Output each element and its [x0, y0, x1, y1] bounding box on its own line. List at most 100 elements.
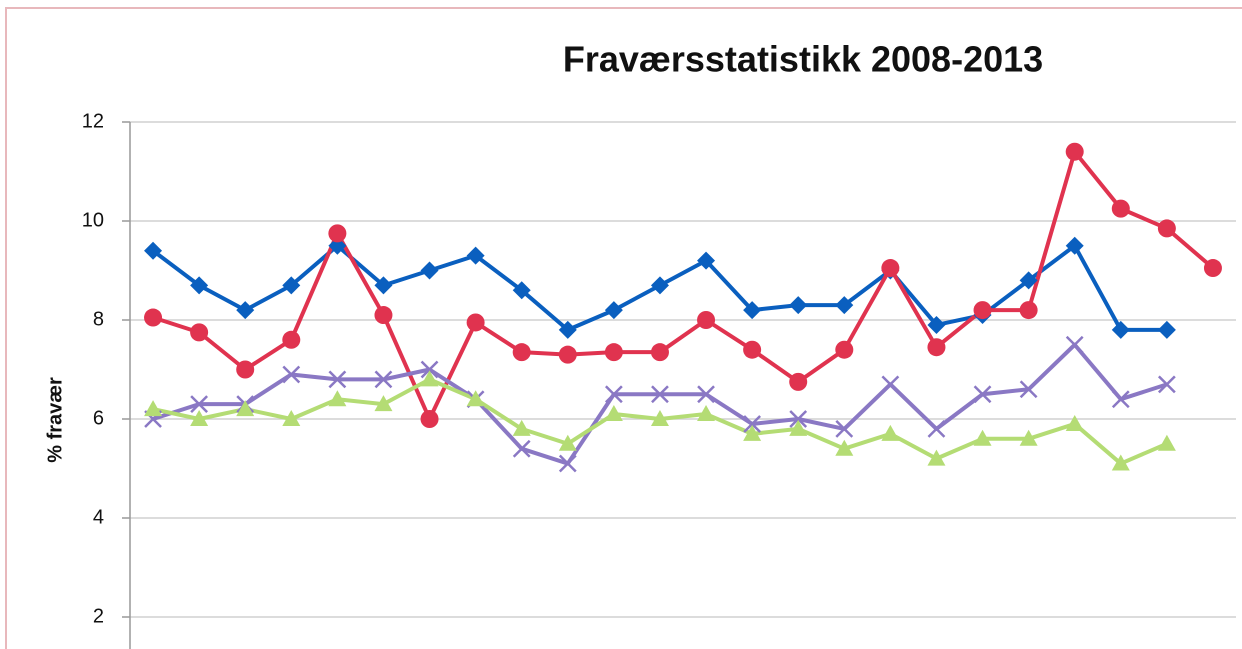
marker-circle	[374, 306, 393, 325]
marker-triangle	[190, 410, 209, 426]
marker-x	[927, 420, 946, 438]
marker-x	[743, 415, 762, 433]
y-tick-label: 4	[93, 506, 104, 528]
marker-triangle	[697, 405, 716, 422]
marker-circle	[697, 311, 716, 329]
marker-diamond	[1019, 271, 1038, 290]
marker-triangle	[144, 400, 163, 417]
marker-circle	[558, 345, 577, 364]
marker-circle	[1019, 301, 1038, 320]
marker-triangle	[789, 419, 808, 436]
marker-diamond	[466, 246, 485, 265]
marker-diamond	[1111, 320, 1130, 339]
marker-circle	[282, 330, 301, 349]
marker-diamond	[420, 261, 439, 280]
marker-x	[374, 370, 393, 389]
y-tick-label: 12	[82, 110, 104, 132]
y-tick-label: 10	[82, 209, 104, 231]
chart-title: Fraværsstatistikk 2008-2013	[563, 39, 1043, 80]
marker-triangle	[558, 434, 577, 451]
marker-diamond	[697, 251, 716, 270]
marker-diamond	[282, 276, 301, 295]
marker-diamond	[328, 236, 347, 255]
marker-triangle	[1157, 434, 1176, 451]
marker-circle	[743, 340, 762, 359]
marker-circle	[1065, 142, 1084, 161]
chart-border	[5, 7, 1242, 649]
marker-circle	[650, 343, 669, 362]
marker-circle	[789, 372, 808, 391]
marker-triangle	[328, 390, 347, 407]
marker-diamond	[1157, 320, 1176, 339]
marker-circle	[835, 340, 854, 359]
y-tick-label: 6	[93, 407, 104, 429]
series-line	[152, 342, 1168, 466]
marker-circle	[1111, 199, 1130, 218]
marker-circle	[881, 259, 900, 278]
marker-triangle	[927, 449, 946, 466]
marker-triangle	[743, 424, 762, 441]
marker-triangle	[650, 410, 669, 426]
marker-diamond	[927, 315, 946, 334]
marker-circle	[604, 343, 623, 362]
marker-x	[190, 395, 209, 414]
y-tick-label: 8	[93, 308, 104, 330]
marker-circle	[144, 308, 163, 327]
marker-triangle	[466, 390, 485, 407]
y-axis-label: % fravær	[44, 377, 66, 463]
marker-diamond	[789, 296, 808, 315]
marker-x	[835, 420, 854, 438]
marker-circle	[466, 313, 485, 332]
marker-triangle	[881, 424, 900, 441]
marker-triangle	[374, 395, 393, 412]
marker-circle	[973, 301, 992, 320]
marker-diamond	[743, 301, 762, 320]
marker-x	[651, 385, 669, 404]
marker-circle	[927, 338, 946, 357]
marker-x	[789, 410, 808, 428]
marker-x	[881, 375, 900, 394]
marker-circle	[1203, 259, 1222, 278]
marker-x	[1019, 380, 1038, 399]
marker-circle	[512, 343, 531, 362]
marker-diamond	[512, 281, 531, 300]
marker-triangle	[236, 400, 255, 417]
marker-triangle	[973, 429, 992, 446]
marker-triangle	[835, 439, 854, 456]
marker-diamond	[604, 301, 623, 320]
marker-diamond	[144, 241, 163, 260]
marker-x	[282, 365, 301, 384]
marker-diamond	[558, 320, 577, 339]
marker-diamond	[190, 276, 209, 295]
marker-triangle	[604, 405, 623, 422]
marker-x	[973, 385, 992, 404]
marker-x	[558, 454, 577, 473]
marker-triangle	[1111, 454, 1130, 471]
marker-triangle	[512, 419, 531, 436]
marker-diamond	[236, 301, 255, 320]
marker-x	[1111, 390, 1130, 409]
marker-x	[1157, 375, 1176, 394]
marker-x	[697, 385, 715, 404]
marker-circle	[420, 410, 439, 428]
marker-diamond	[374, 276, 393, 295]
marker-circle	[328, 224, 347, 243]
marker-triangle	[1065, 414, 1084, 431]
marker-x	[420, 360, 439, 379]
marker-x	[1065, 335, 1084, 354]
y-tick-label: 2	[93, 605, 104, 627]
marker-circle	[1157, 219, 1176, 238]
marker-x	[604, 385, 623, 404]
marker-diamond	[1065, 236, 1084, 255]
marker-triangle	[420, 370, 439, 387]
marker-x	[512, 439, 531, 458]
marker-x	[328, 370, 347, 389]
series-line	[152, 149, 1215, 421]
marker-triangle	[282, 410, 301, 426]
marker-circle	[236, 360, 255, 379]
marker-diamond	[650, 276, 669, 295]
marker-diamond	[835, 296, 854, 315]
marker-triangle	[1019, 429, 1038, 446]
marker-circle	[190, 323, 209, 342]
